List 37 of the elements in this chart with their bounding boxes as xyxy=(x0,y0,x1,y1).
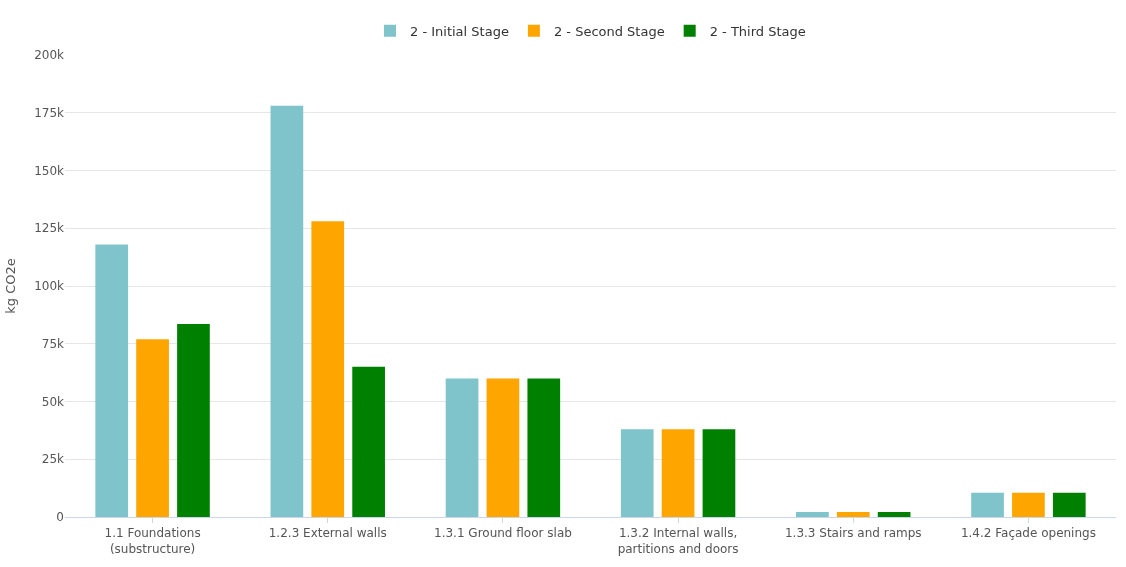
bar xyxy=(95,244,129,517)
y-axis-title: kg CO2e xyxy=(3,258,19,314)
x-tick-label: 1.3.3 Stairs and ramps xyxy=(784,526,922,541)
legend-label: 2 - Initial Stage xyxy=(410,23,509,39)
x-tick-label: 1.3.1 Ground floor slab xyxy=(433,526,572,541)
y-tick-label: 150k xyxy=(34,163,65,178)
bar xyxy=(661,429,695,517)
x-tick-label: 1.1 Foundations (substructure) xyxy=(104,526,201,556)
bar xyxy=(796,511,829,517)
bar xyxy=(311,221,345,517)
y-tick-label: 50k xyxy=(41,394,65,409)
y-tick-label: 25k xyxy=(41,452,65,467)
bar xyxy=(877,511,911,517)
bar xyxy=(620,429,654,517)
bar xyxy=(971,492,1004,517)
y-tick-label: 200k xyxy=(34,48,65,63)
y-tick-label: 175k xyxy=(34,105,65,120)
y-tick-label: 125k xyxy=(34,221,65,236)
bar xyxy=(836,511,870,517)
bar xyxy=(702,429,736,517)
bar xyxy=(270,105,304,517)
bar xyxy=(136,339,169,517)
y-tick-label: 75k xyxy=(41,336,65,351)
bar xyxy=(527,378,561,517)
y-tick-label: 0 xyxy=(56,510,64,525)
x-tick-label: 1.2.3 External walls xyxy=(268,526,387,541)
bar xyxy=(1012,492,1045,517)
x-tick-label: 1.4.2 Façade openings xyxy=(960,526,1096,541)
bar xyxy=(445,378,479,517)
bar xyxy=(486,378,520,517)
legend-label: 2 - Third Stage xyxy=(709,23,806,39)
legend-label: 2 - Second Stage xyxy=(553,23,665,39)
y-tick-label: 100k xyxy=(34,279,65,294)
x-tick-label: 1.3.2 Internal walls, partitions and doors xyxy=(617,526,739,556)
bar xyxy=(352,366,385,517)
bar xyxy=(1052,492,1086,517)
bar xyxy=(177,324,210,517)
